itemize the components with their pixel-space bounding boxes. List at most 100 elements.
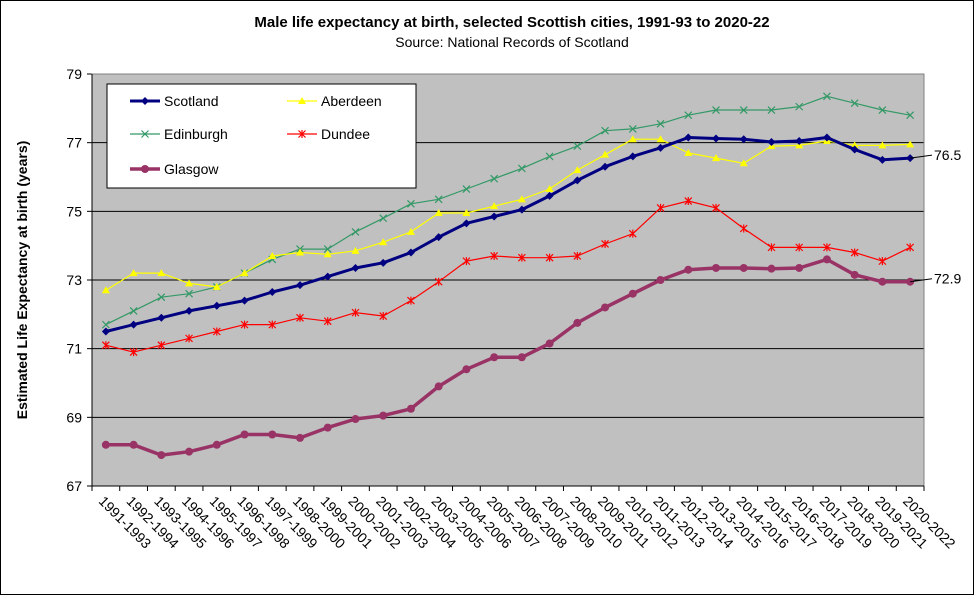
end-label-leader-glasgow (910, 278, 933, 283)
aberdeen-point (185, 279, 194, 287)
edinburgh-point (656, 119, 665, 128)
series-aberdeen (101, 135, 915, 294)
glasgow-point (157, 451, 166, 460)
glasgow-point (712, 263, 720, 272)
dundee-point (101, 341, 110, 350)
glasgow-point (684, 265, 693, 274)
scotland-point (351, 263, 360, 272)
scotland-point (157, 313, 166, 322)
legend-label-edinburgh: Edinburgh (164, 126, 228, 142)
aberdeen-point (573, 166, 582, 174)
end-label-leader-scotland (910, 154, 933, 159)
edinburgh-point (517, 164, 526, 173)
dundee-point (517, 253, 526, 262)
dundee-point (739, 224, 748, 233)
aberdeen-point (906, 140, 915, 148)
edinburgh-point (101, 320, 110, 329)
scotland-point (573, 176, 582, 185)
aberdeen-point (268, 251, 277, 259)
aberdeen-point (628, 135, 637, 143)
y-axis-label: Estimated Life Expectancy at birth (year… (14, 141, 30, 420)
scotland-point (684, 133, 693, 142)
dundee-point (684, 197, 693, 206)
scotland-point (101, 327, 110, 336)
glasgow-point (767, 264, 776, 273)
glasgow-point (850, 270, 859, 279)
aberdeen-point (878, 141, 887, 149)
edinburgh-point (823, 92, 831, 101)
aberdeen-point (517, 195, 526, 203)
data-series (101, 92, 915, 460)
dundee-point (462, 257, 471, 266)
glasgow-point (101, 440, 110, 449)
edinburgh-point (906, 111, 915, 120)
scotland-point (212, 301, 221, 310)
scotland-point (795, 136, 804, 145)
edinburgh-point (767, 106, 776, 114)
scotland-point (767, 137, 776, 146)
x-tick-labels: 1991-19931992-19941993-19951994-19961995… (96, 493, 959, 552)
dundee-point (434, 277, 443, 286)
aberdeen-point (434, 209, 443, 217)
aberdeen-point (157, 269, 166, 277)
dundee-point (296, 313, 304, 322)
legend-item-edinburgh: Edinburgh (130, 126, 228, 142)
glasgow-point (490, 353, 499, 362)
legend-item-scotland: Scotland (130, 93, 218, 109)
dundee-point (601, 239, 609, 248)
edinburgh-point (157, 293, 166, 302)
scotland-point (517, 205, 526, 214)
glasgow-point (379, 411, 388, 420)
glasgow-point (296, 433, 304, 442)
legend-marker-aberdeen (298, 97, 306, 104)
legend-label-aberdeen: Aberdeen (321, 93, 382, 109)
edinburgh-point (628, 125, 637, 133)
scotland-point (323, 272, 332, 281)
y-tick-75: 75 (66, 203, 82, 219)
scotland-point (545, 191, 554, 200)
glasgow-point (822, 255, 831, 264)
aberdeen-point (129, 269, 138, 277)
aberdeen-point (323, 250, 332, 258)
dundee-point (351, 308, 360, 317)
aberdeen-point (739, 159, 748, 167)
scotland-point (268, 288, 277, 297)
legend-marker-glasgow (141, 165, 149, 173)
glasgow-point (573, 318, 582, 327)
glasgow-point (656, 276, 665, 284)
scotland-point (490, 212, 499, 221)
glasgow-point (268, 430, 277, 439)
dundee-point (712, 203, 720, 212)
edinburgh-point (850, 99, 859, 108)
y-tick-69: 69 (66, 409, 82, 425)
glasgow-point (129, 440, 138, 449)
scotland-point (712, 134, 720, 143)
aberdeen-point (684, 148, 693, 156)
dundee-point (157, 341, 166, 350)
scotland-line (105, 136, 911, 333)
dundee-point (656, 203, 665, 212)
series-scotland (101, 133, 915, 336)
edinburgh-point (379, 214, 388, 223)
scotland-point (185, 306, 194, 315)
edinburgh-point (185, 289, 193, 298)
dundee-point (767, 243, 776, 252)
edinburgh-point (601, 126, 609, 135)
scotland-point (850, 145, 859, 154)
glasgow-point (517, 353, 526, 362)
scotland-point (434, 233, 443, 242)
aberdeen-point (712, 154, 720, 162)
scotland-point (739, 135, 748, 144)
aberdeen-point (101, 286, 110, 294)
end-labels: 76.5 72.9 (910, 147, 961, 287)
dundee-point (268, 320, 277, 329)
legend-label-dundee: Dundee (321, 126, 370, 142)
legend-item-glasgow: Glasgow (130, 161, 219, 177)
edinburgh-point (878, 106, 887, 114)
dundee-point (407, 296, 415, 305)
dundee-point (628, 229, 637, 238)
scotland-point (296, 281, 304, 290)
scotland-point (656, 143, 665, 152)
legend-label-scotland: Scotland (164, 93, 218, 109)
aberdeen-point (601, 150, 610, 158)
